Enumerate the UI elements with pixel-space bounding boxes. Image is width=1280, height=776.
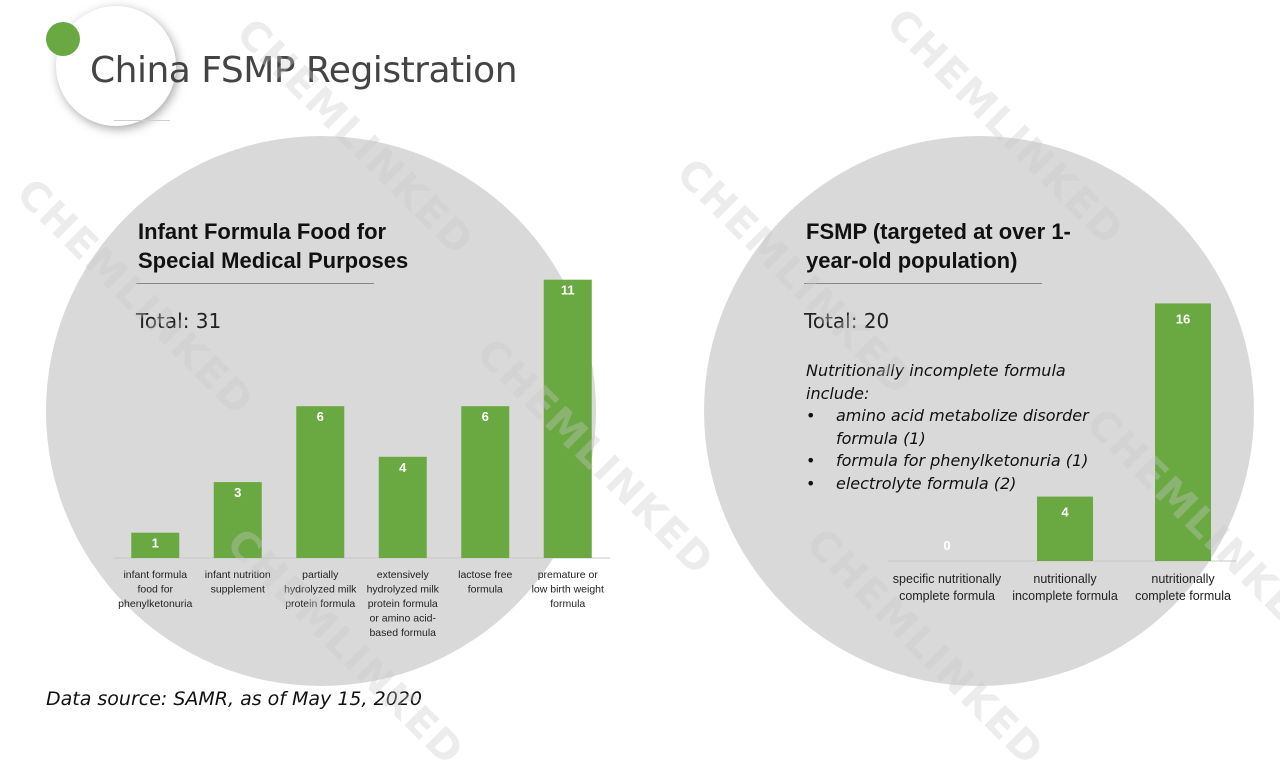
bar bbox=[131, 532, 180, 558]
right-title-rule bbox=[804, 283, 1042, 284]
bar bbox=[378, 456, 427, 558]
data-label: 0 bbox=[943, 538, 950, 553]
note-item: amino acid metabolize disorder formula (… bbox=[806, 405, 1096, 450]
note-item: electrolyte formula (2) bbox=[806, 473, 1096, 496]
category-label: specific nutritionally bbox=[893, 572, 1002, 586]
category-label: food for bbox=[137, 584, 173, 596]
category-label: premature or bbox=[538, 569, 599, 581]
bar bbox=[296, 406, 345, 558]
data-source-note: Data source: SAMR, as of May 15, 2020 bbox=[46, 688, 422, 710]
data-label: 6 bbox=[317, 409, 324, 424]
bar bbox=[1155, 303, 1211, 561]
data-label: 3 bbox=[234, 485, 241, 500]
category-label: phenylketonuria bbox=[118, 598, 192, 610]
data-label: 4 bbox=[1061, 505, 1069, 520]
category-label: infant nutrition bbox=[205, 569, 271, 581]
data-label: 4 bbox=[399, 460, 407, 475]
left-title-rule bbox=[136, 283, 374, 284]
category-label: nutritionally bbox=[1151, 572, 1215, 586]
note-item: formula for phenylketonuria (1) bbox=[806, 450, 1096, 473]
category-label: hydrolyzed milk bbox=[367, 584, 440, 596]
note-list: amino acid metabolize disorder formula (… bbox=[806, 405, 1096, 495]
left-total: Total: 31 bbox=[136, 309, 222, 333]
bar bbox=[543, 279, 592, 558]
note-lead: Nutritionally incomplete formula include… bbox=[806, 361, 1066, 403]
category-label: low birth weight bbox=[532, 584, 604, 596]
category-label: or amino acid- bbox=[369, 613, 436, 625]
data-label: 6 bbox=[482, 409, 489, 424]
green-dot-decoration bbox=[46, 22, 80, 56]
category-label: hydrolyzed milk bbox=[284, 584, 357, 596]
title-underline bbox=[114, 120, 170, 121]
page-title: China FSMP Registration bbox=[90, 50, 518, 91]
category-label: protein formula bbox=[368, 598, 438, 610]
data-label: 1 bbox=[152, 536, 159, 551]
category-label: complete formula bbox=[899, 589, 995, 603]
category-label: formula bbox=[468, 584, 503, 596]
category-label: complete formula bbox=[1135, 589, 1231, 603]
category-label: protein formula bbox=[285, 598, 355, 610]
right-total: Total: 20 bbox=[804, 309, 890, 333]
bar bbox=[461, 406, 510, 558]
category-label: lactose free bbox=[458, 569, 512, 581]
category-label: partially bbox=[302, 569, 339, 581]
left-chart-title: Infant Formula Food for Special Medical … bbox=[138, 219, 409, 273]
category-label: formula bbox=[550, 598, 585, 610]
bar bbox=[213, 482, 262, 558]
bar bbox=[1037, 496, 1093, 561]
category-label: extensively bbox=[377, 569, 430, 581]
right-chart-title: FSMP (targeted at over 1-year-old popula… bbox=[806, 219, 1071, 273]
category-label: based formula bbox=[369, 627, 436, 639]
data-label: 11 bbox=[561, 283, 575, 298]
category-label: supplement bbox=[211, 584, 265, 596]
incomplete-formula-note: Nutritionally incomplete formula include… bbox=[806, 360, 1096, 495]
category-label: incomplete formula bbox=[1012, 589, 1118, 603]
category-label: nutritionally bbox=[1033, 572, 1097, 586]
bar-charts: 1 infant formula food for phenylketonuria 3 i… bbox=[114, 279, 1236, 639]
data-label: 16 bbox=[1176, 311, 1190, 326]
title-circle-decoration bbox=[56, 6, 176, 126]
category-label: infant formula bbox=[123, 569, 187, 581]
